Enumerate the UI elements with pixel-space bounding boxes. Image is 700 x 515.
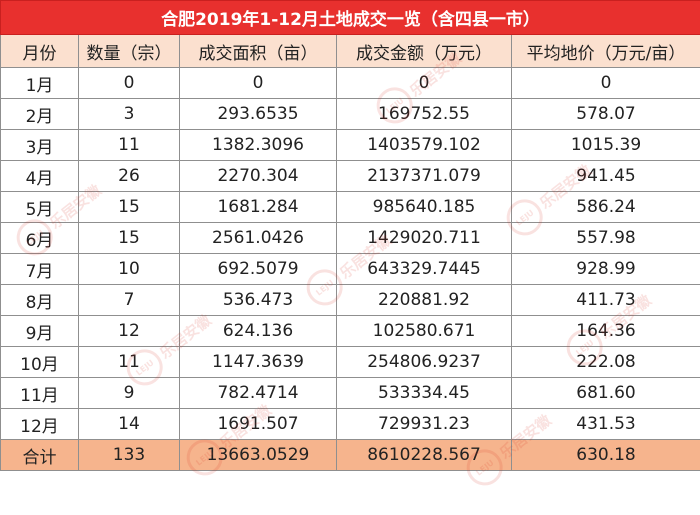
- total-area: 13663.0529: [179, 439, 337, 471]
- cell-area: 1147.3639: [179, 346, 337, 378]
- cell-avg-price: 681.60: [510, 377, 700, 409]
- cell-count: 10: [78, 253, 180, 285]
- total-count: 133: [78, 439, 180, 471]
- cell-count: 11: [78, 346, 180, 378]
- table-row: 5月 15 1681.284 985640.185 586.24: [0, 191, 700, 223]
- cell-avg-price: 941.45: [510, 160, 700, 192]
- cell-avg-price: 431.53: [510, 408, 700, 440]
- cell-area: 624.136: [179, 315, 337, 347]
- table-row: 7月 10 692.5079 643329.7445 928.99: [0, 253, 700, 285]
- header-count: 数量（宗）: [78, 34, 180, 68]
- header-amount: 成交金额（万元）: [336, 34, 512, 68]
- table-row: 12月 14 1691.507 729931.23 431.53: [0, 408, 700, 440]
- cell-avg-price: 557.98: [510, 222, 700, 254]
- cell-month: 2月: [0, 98, 79, 130]
- cell-amount: 985640.185: [336, 191, 512, 223]
- cell-count: 0: [78, 67, 180, 99]
- cell-month: 7月: [0, 253, 79, 285]
- cell-amount: 254806.9237: [336, 346, 512, 378]
- table-row: 3月 11 1382.3096 1403579.102 1015.39: [0, 129, 700, 161]
- cell-count: 7: [78, 284, 180, 316]
- cell-count: 12: [78, 315, 180, 347]
- cell-count: 14: [78, 408, 180, 440]
- cell-avg-price: 586.24: [510, 191, 700, 223]
- table-row: 9月 12 624.136 102580.671 164.36: [0, 315, 700, 347]
- cell-amount: 533334.45: [336, 377, 512, 409]
- total-avg-price: 630.18: [510, 439, 700, 471]
- cell-avg-price: 578.07: [510, 98, 700, 130]
- header-area: 成交面积（亩）: [179, 34, 337, 68]
- cell-month: 1月: [0, 67, 79, 99]
- table-row: 1月 0 0 0 0: [0, 67, 700, 99]
- table-title-row: 合肥2019年1-12月土地成交一览（含四县一市）: [0, 0, 700, 35]
- cell-amount: 643329.7445: [336, 253, 512, 285]
- table-title: 合肥2019年1-12月土地成交一览（含四县一市）: [0, 0, 700, 35]
- cell-count: 3: [78, 98, 180, 130]
- total-label: 合计: [0, 439, 79, 471]
- cell-amount: 1429020.711: [336, 222, 512, 254]
- cell-avg-price: 222.08: [510, 346, 700, 378]
- cell-area: 2270.304: [179, 160, 337, 192]
- cell-avg-price: 1015.39: [510, 129, 700, 161]
- cell-amount: 729931.23: [336, 408, 512, 440]
- cell-avg-price: 164.36: [510, 315, 700, 347]
- table-row: 10月 11 1147.3639 254806.9237 222.08: [0, 346, 700, 378]
- cell-area: 782.4714: [179, 377, 337, 409]
- cell-month: 9月: [0, 315, 79, 347]
- header-avg-price: 平均地价（万元/亩）: [510, 34, 700, 68]
- cell-amount: 102580.671: [336, 315, 512, 347]
- table-header-row: 月份 数量（宗） 成交面积（亩） 成交金额（万元） 平均地价（万元/亩）: [0, 34, 700, 68]
- land-transaction-table: 合肥2019年1-12月土地成交一览（含四县一市） 月份 数量（宗） 成交面积（…: [0, 0, 700, 471]
- cell-count: 26: [78, 160, 180, 192]
- cell-area: 2561.0426: [179, 222, 337, 254]
- cell-area: 0: [179, 67, 337, 99]
- cell-area: 536.473: [179, 284, 337, 316]
- table-row: 11月 9 782.4714 533334.45 681.60: [0, 377, 700, 409]
- cell-month: 4月: [0, 160, 79, 192]
- cell-count: 15: [78, 222, 180, 254]
- cell-amount: 220881.92: [336, 284, 512, 316]
- table-row: 2月 3 293.6535 169752.55 578.07: [0, 98, 700, 130]
- cell-month: 11月: [0, 377, 79, 409]
- cell-amount: 0: [336, 67, 512, 99]
- table-row: 6月 15 2561.0426 1429020.711 557.98: [0, 222, 700, 254]
- cell-count: 15: [78, 191, 180, 223]
- cell-amount: 2137371.079: [336, 160, 512, 192]
- cell-month: 8月: [0, 284, 79, 316]
- table-row: 4月 26 2270.304 2137371.079 941.45: [0, 160, 700, 192]
- cell-month: 6月: [0, 222, 79, 254]
- cell-avg-price: 0: [510, 67, 700, 99]
- cell-avg-price: 928.99: [510, 253, 700, 285]
- cell-count: 9: [78, 377, 180, 409]
- cell-area: 692.5079: [179, 253, 337, 285]
- cell-area: 293.6535: [179, 98, 337, 130]
- cell-month: 10月: [0, 346, 79, 378]
- header-month: 月份: [0, 34, 79, 68]
- cell-area: 1681.284: [179, 191, 337, 223]
- cell-amount: 169752.55: [336, 98, 512, 130]
- cell-amount: 1403579.102: [336, 129, 512, 161]
- cell-count: 11: [78, 129, 180, 161]
- cell-area: 1691.507: [179, 408, 337, 440]
- total-amount: 8610228.567: [336, 439, 512, 471]
- cell-avg-price: 411.73: [510, 284, 700, 316]
- cell-month: 12月: [0, 408, 79, 440]
- cell-month: 5月: [0, 191, 79, 223]
- cell-area: 1382.3096: [179, 129, 337, 161]
- table-total-row: 合计 133 13663.0529 8610228.567 630.18: [0, 439, 700, 471]
- cell-month: 3月: [0, 129, 79, 161]
- table-row: 8月 7 536.473 220881.92 411.73: [0, 284, 700, 316]
